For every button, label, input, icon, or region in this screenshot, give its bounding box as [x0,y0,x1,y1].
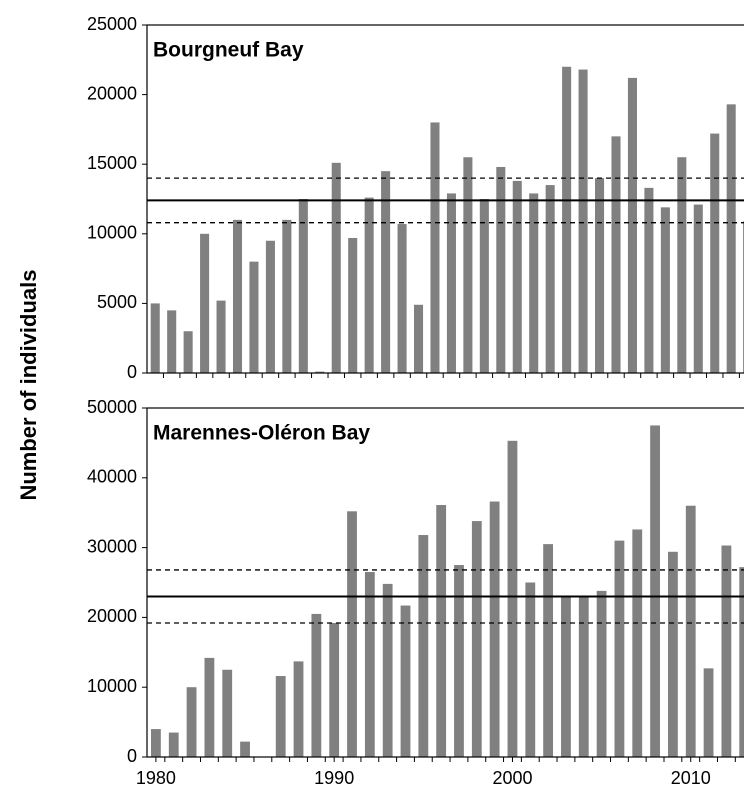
bar [222,669,233,757]
bar [726,104,736,374]
y-tick-label: 10000 [87,676,137,696]
bar [507,440,518,757]
bar [685,505,696,757]
plot [147,66,744,374]
bar [632,529,643,757]
bar [293,661,304,757]
bar [331,162,341,373]
bar [512,180,522,373]
plot-frame [146,407,744,758]
bar [693,204,703,373]
bar [479,199,489,373]
bar [561,596,571,757]
y-tick-label: 15000 [87,153,137,173]
bar [347,511,357,757]
y-tick-label: 25000 [87,14,137,34]
bar [311,613,322,757]
y-tick-label: 30000 [87,536,137,556]
bar [525,582,536,757]
bar [471,521,482,757]
bar [183,331,193,373]
bar [710,133,720,373]
bar [204,657,215,757]
chart-title: Bourgneuf Bay [153,39,304,62]
plot [147,425,744,757]
bar [703,668,714,757]
bar [240,741,250,757]
x-tick-label: 1990 [314,768,354,788]
bar [650,425,660,757]
y-tick-label: 0 [127,362,137,382]
bar [315,371,325,373]
y-tick-label: 5000 [97,292,137,312]
bar [611,136,621,373]
bar [627,77,637,374]
bar [329,622,340,757]
bar [496,166,506,373]
bar [167,310,177,373]
x-tick-label: 2010 [671,768,711,788]
bar [436,505,447,757]
bar [400,605,411,757]
y-tick-label: 50000 [87,397,137,417]
bar [595,178,605,373]
bar [489,501,500,757]
bar [249,261,259,373]
bar [216,300,226,373]
plot-frame [146,24,744,374]
bar [454,565,464,757]
bar [578,69,588,373]
bar [232,219,243,373]
bar [186,687,197,757]
bar [397,224,407,373]
bar [660,207,670,373]
bar [614,540,625,757]
bar [381,171,391,373]
bar [418,535,429,757]
bar [543,544,554,757]
y-tick-label: 0 [127,746,137,766]
y-axis-label: Number of individuals [16,269,41,500]
bar [382,583,393,757]
bar [677,157,687,373]
bar [348,237,358,373]
bar [275,676,286,757]
bar [446,193,456,373]
bar [364,197,374,373]
bar [545,185,555,373]
y-tick-label: 40000 [87,467,137,487]
bar [282,219,292,373]
bar [364,572,375,757]
bar [430,122,440,373]
bar [413,304,424,373]
y-tick-label: 10000 [87,223,137,243]
bar [298,199,308,373]
x-tick-label: 2000 [492,768,532,788]
bar [150,303,160,373]
bar [168,732,179,757]
bar [265,240,275,373]
bar [578,596,589,757]
chart-title: Marennes-Oléron Bay [153,422,370,445]
bar [151,729,161,757]
bar [529,193,539,373]
bar [463,157,473,373]
bar [200,233,210,373]
bar [739,567,744,757]
bar [562,66,572,373]
bar [721,545,732,757]
bar [596,590,607,757]
y-tick-label: 20000 [87,83,137,103]
y-tick-label: 20000 [87,606,137,626]
x-tick-label: 1980 [136,768,176,788]
bar [644,187,654,373]
bar [668,551,678,757]
